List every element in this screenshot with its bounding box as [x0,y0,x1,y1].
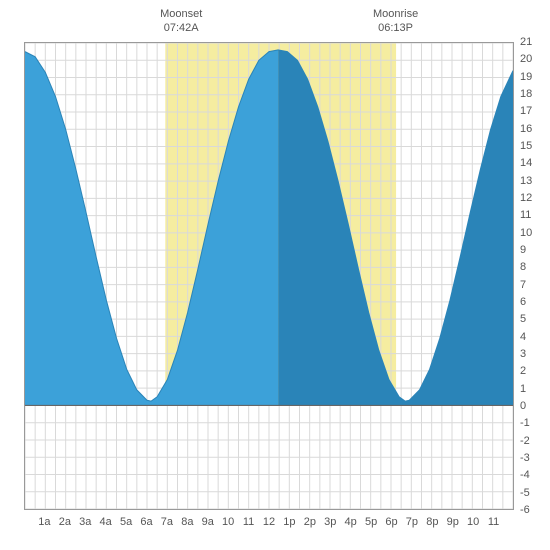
x-axis-ticks: 1a 2a 3a 4a 5a 6a 7a 8a 9a 10 11 12 1p 2p 3p 4p 5p 6p 7p 8p… [24,516,514,536]
moon-labels: Moonset 07:42A Moonrise 06:13P [0,8,550,38]
y-tick: 19 [520,71,532,83]
x-tick: 12 [263,516,275,528]
tide-chart: Moonset 07:42A Moonrise 06:13P 212019181… [0,0,550,550]
y-tick: 2 [520,365,526,377]
x-tick: 3a [79,516,91,528]
plot-area [24,42,514,510]
moonrise-label: Moonrise 06:13P [373,8,418,36]
x-tick: 2p [304,516,316,528]
x-tick: 9p [447,516,459,528]
x-tick: 2a [59,516,71,528]
x-tick: 10 [467,516,479,528]
y-tick: 20 [520,53,532,65]
y-tick: 5 [520,313,526,325]
x-tick: 5a [120,516,132,528]
x-tick: 6p [385,516,397,528]
y-tick: 7 [520,279,526,291]
x-tick: 4p [345,516,357,528]
y-tick: -6 [520,504,530,516]
y-tick: 1 [520,383,526,395]
moonset-label: Moonset 07:42A [160,8,202,36]
x-tick: 10 [222,516,234,528]
y-tick: -3 [520,452,530,464]
y-tick: -1 [520,417,530,429]
y-tick: 3 [520,348,526,360]
x-tick: 8a [181,516,193,528]
y-tick: 17 [520,105,532,117]
y-tick: 0 [520,400,526,412]
x-tick: 7a [161,516,173,528]
x-tick: 6a [140,516,152,528]
x-tick: 1a [38,516,50,528]
x-tick: 7p [406,516,418,528]
y-tick: 14 [520,157,532,169]
moonrise-title: Moonrise [373,8,418,22]
y-tick: 11 [520,209,531,221]
x-tick: 4a [100,516,112,528]
plot-svg [25,43,513,509]
y-tick: 15 [520,140,532,152]
y-tick: 13 [520,175,532,187]
x-tick: 8p [426,516,438,528]
moonrise-time: 06:13P [373,22,418,36]
moonset-title: Moonset [160,8,202,22]
y-tick: 4 [520,331,526,343]
y-tick: 16 [520,123,532,135]
y-tick: 6 [520,296,526,308]
x-tick: 11 [488,516,499,528]
y-tick: 18 [520,88,532,100]
y-tick: -5 [520,487,530,499]
x-tick: 1p [283,516,295,528]
y-tick: 9 [520,244,526,256]
y-tick: 10 [520,227,532,239]
x-tick: 5p [365,516,377,528]
y-tick: 21 [520,36,532,48]
y-tick: -2 [520,435,530,447]
x-tick: 11 [243,516,254,528]
x-tick: 3p [324,516,336,528]
x-tick: 9a [202,516,214,528]
y-tick: 8 [520,261,526,273]
y-tick: -4 [520,469,530,481]
moonset-time: 07:42A [160,22,202,36]
y-tick: 12 [520,192,532,204]
y-axis-ticks: 2120191817161514131211109876543210-1-2-3… [520,42,546,510]
